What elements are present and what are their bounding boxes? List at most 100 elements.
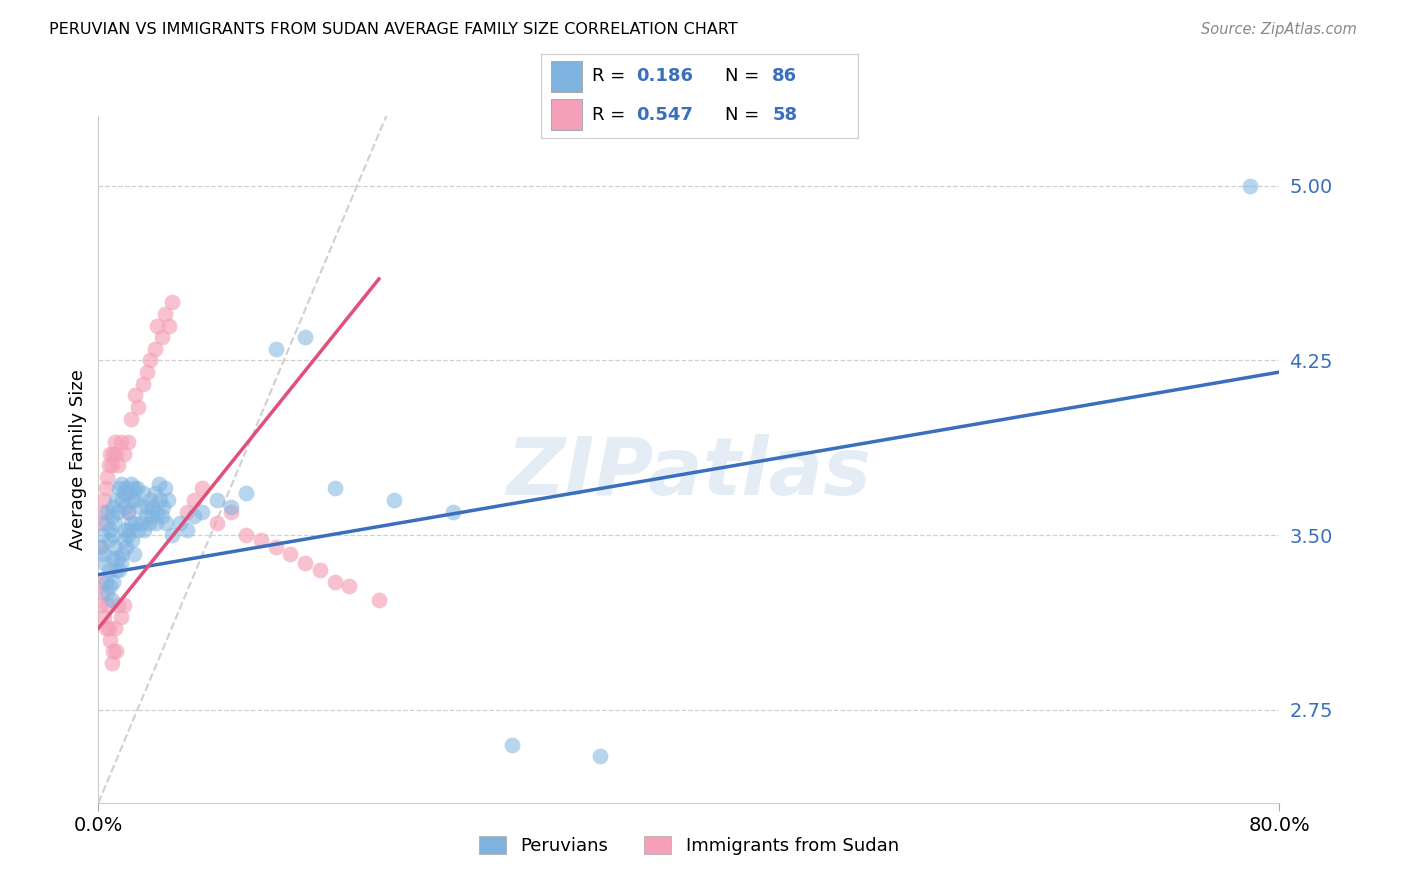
Point [153,307,176,321]
Point [98,524,121,538]
Point [107,505,129,519]
Point [117,434,139,449]
Point [112,598,135,612]
Point [110,476,132,491]
Point [105,446,128,460]
Point [122,547,145,561]
Point [120,516,142,531]
Point [104,516,127,531]
Point [97,458,120,473]
Point [280,547,302,561]
Point [118,524,141,538]
Text: R =: R = [592,105,631,123]
Point [97,621,120,635]
Point [152,500,174,515]
Point [128,500,150,515]
Point [117,505,139,519]
Point [90,574,112,589]
Point [150,509,173,524]
Text: 0.186: 0.186 [637,68,693,86]
FancyBboxPatch shape [551,99,582,130]
Point [264,540,287,554]
Point [138,516,160,531]
Point [115,540,138,554]
Point [107,598,129,612]
Point [323,574,346,589]
Point [162,528,183,542]
Point [93,556,115,570]
Point [309,563,332,577]
Point [96,505,118,519]
Point [103,446,125,460]
Point [589,749,612,764]
Text: ZIPatlas: ZIPatlas [506,434,872,512]
Point [105,493,128,508]
Point [108,482,131,496]
Point [141,509,163,524]
Point [112,446,135,460]
Point [108,563,131,577]
Point [89,598,111,612]
Point [323,482,346,496]
Point [121,493,143,508]
Point [93,547,115,561]
Point [235,486,257,500]
Point [127,400,149,414]
Point [205,493,228,508]
Point [368,593,391,607]
Text: 58: 58 [772,105,797,123]
Point [93,609,115,624]
Point [169,516,191,531]
Text: R =: R = [592,68,631,86]
Point [135,509,157,524]
Point [94,621,117,635]
Point [93,493,115,508]
Point [125,482,148,496]
Point [114,500,136,515]
Point [111,493,134,508]
Point [103,528,125,542]
Point [118,486,141,500]
Point [132,486,155,500]
Point [117,528,139,542]
Point [103,644,125,658]
Point [146,318,169,333]
Point [183,509,205,524]
Point [264,342,287,356]
Point [94,574,117,589]
Point [120,476,142,491]
Point [112,533,135,547]
Point [136,365,159,379]
Point [105,644,128,658]
Point [91,586,114,600]
Point [104,434,127,449]
Point [149,493,172,508]
Point [100,509,122,524]
Point [98,632,121,647]
Point [107,551,129,566]
Point [103,500,125,515]
Point [143,486,166,500]
Point [176,524,198,538]
Point [129,516,152,531]
Point [117,505,139,519]
Point [235,528,257,542]
Point [157,318,180,333]
FancyBboxPatch shape [551,62,582,92]
Point [97,563,120,577]
Point [127,524,149,538]
Point [191,505,214,519]
Point [501,738,523,752]
Text: Source: ZipAtlas.com: Source: ZipAtlas.com [1201,22,1357,37]
Point [91,505,114,519]
Point [146,505,169,519]
Point [98,579,121,593]
Point [90,516,112,531]
Text: N =: N = [725,105,765,123]
Point [110,609,132,624]
Point [191,482,214,496]
Point [124,493,146,508]
Point [90,540,112,554]
Point [104,540,127,554]
Point [294,556,316,570]
